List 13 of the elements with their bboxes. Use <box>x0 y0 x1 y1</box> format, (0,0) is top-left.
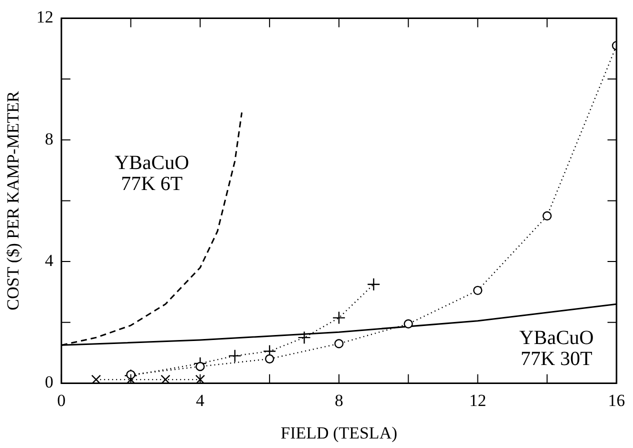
x-tick-label: 12 <box>469 390 486 410</box>
y-axis-title: COST ($) PER KAMP-METER <box>4 90 23 310</box>
x-tick-label: 0 <box>57 390 66 410</box>
x-tick-label: 16 <box>608 390 625 410</box>
series-label: YBaCuO 77K 6T <box>114 152 190 196</box>
legend-label: YBaCuO 77K 30T <box>519 326 594 370</box>
x-axis-title: FIELD (TESLA) <box>280 423 398 442</box>
x-tick-label: 8 <box>334 390 344 410</box>
y-tick-label: 12 <box>36 8 54 27</box>
y-tick-label: 8 <box>44 129 54 148</box>
x-tick-label: 4 <box>196 390 205 410</box>
y-tick-label: 4 <box>44 251 54 270</box>
y-tick-label: 0 <box>44 372 54 392</box>
